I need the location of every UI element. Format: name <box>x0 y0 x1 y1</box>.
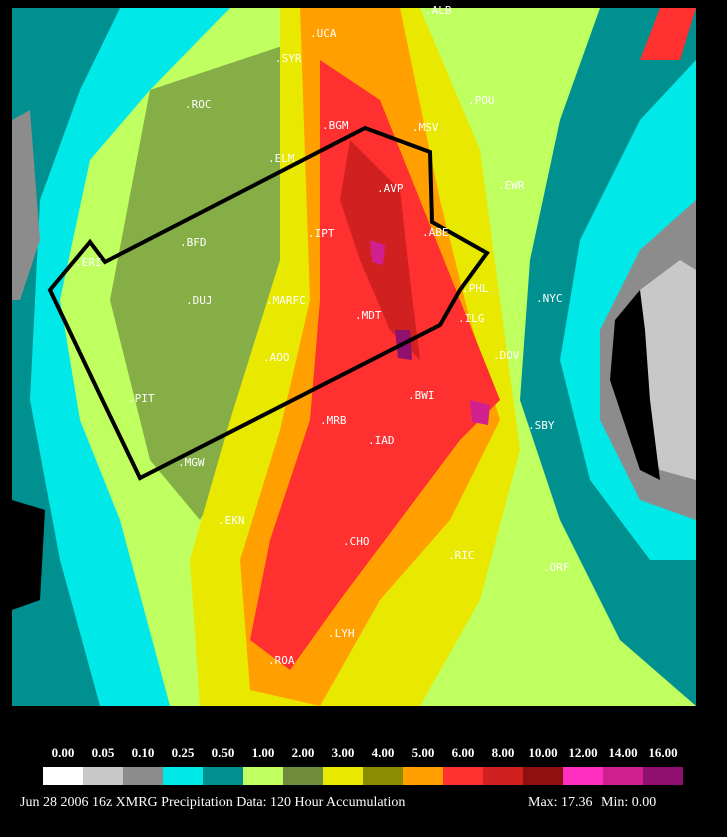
legend-swatch <box>123 767 163 785</box>
station-label: .ORF <box>543 561 570 574</box>
station-label: .ALB <box>425 4 452 17</box>
station-label: .ROC <box>185 98 212 111</box>
station-label: .AOO <box>263 351 290 364</box>
legend-swatch <box>203 767 243 785</box>
legend-swatch <box>563 767 603 785</box>
station-label: .PHL <box>462 282 489 295</box>
station-label: .CHO <box>343 535 370 548</box>
station-label: .LYH <box>328 627 355 640</box>
legend-swatch <box>403 767 443 785</box>
station-label: .MDT <box>355 309 382 322</box>
station-label: .MSV <box>412 121 439 134</box>
legend-swatch <box>243 767 283 785</box>
station-label: .ABE <box>422 226 449 239</box>
station-label: .DOV <box>493 349 520 362</box>
station-label: .IPT <box>308 227 335 240</box>
legend-swatch <box>643 767 683 785</box>
legend-label: 12.00 <box>568 745 597 760</box>
legend-label: 0.00 <box>52 745 75 760</box>
station-label: .MRB <box>320 414 347 427</box>
zone-magenta <box>370 240 385 265</box>
legend-swatch <box>523 767 563 785</box>
station-label: .IAD <box>368 434 395 447</box>
legend-label: 8.00 <box>492 745 515 760</box>
zone-magenta-2 <box>470 400 490 425</box>
legend-swatch <box>443 767 483 785</box>
zone-red <box>250 60 500 670</box>
legend-swatch <box>603 767 643 785</box>
station-label: .ILG <box>458 312 485 325</box>
legend-label: 5.00 <box>412 745 435 760</box>
legend-label: 0.25 <box>172 745 195 760</box>
station-label: .MGW <box>178 456 205 469</box>
legend-label: 2.00 <box>292 745 315 760</box>
legend-swatch <box>483 767 523 785</box>
station-label: .AVP <box>377 182 404 195</box>
station-label: .PIT <box>128 392 155 405</box>
zone-gray-west <box>12 110 40 300</box>
legend-swatch <box>283 767 323 785</box>
legend-swatch <box>323 767 363 785</box>
caption-max: Max: 17.36 <box>528 795 593 810</box>
station-label: .MARFC <box>266 294 306 307</box>
station-label: .BFD <box>180 236 207 249</box>
station-label: .ELM <box>268 152 295 165</box>
station-label: .RIC <box>448 549 475 562</box>
legend-label: 0.05 <box>92 745 115 760</box>
caption: Jun 28 2006 16z XMRG Precipitation Data:… <box>20 795 405 810</box>
station-label: .POU <box>468 94 495 107</box>
zone-cyan-west <box>12 8 230 706</box>
legend-label: 4.00 <box>372 745 395 760</box>
caption-min: Min: 0.00 <box>601 795 656 810</box>
legend-label: 0.10 <box>132 745 155 760</box>
zone-red-ne <box>640 8 696 60</box>
legend-swatch <box>83 767 123 785</box>
station-label: .UCA <box>310 27 337 40</box>
legend-label: 10.00 <box>528 745 557 760</box>
station-label: .ROA <box>268 654 295 667</box>
zone-black-east <box>610 290 660 480</box>
legend-swatch <box>363 767 403 785</box>
legend-label: 14.00 <box>608 745 637 760</box>
station-label: .BGM <box>322 119 349 132</box>
legend-label: 1.00 <box>252 745 275 760</box>
station-label: .ERI <box>75 256 102 269</box>
legend-label: 3.00 <box>332 745 355 760</box>
legend-swatch <box>43 767 83 785</box>
station-label: .BWI <box>408 389 435 402</box>
zone-black-west <box>12 500 45 610</box>
legend-label: 6.00 <box>452 745 475 760</box>
forecast-area-outline <box>47 125 490 481</box>
station-label: .EWR <box>498 179 525 192</box>
station-label: .DUJ <box>186 294 213 307</box>
legend-swatch <box>163 767 203 785</box>
station-label: .NYC <box>536 292 563 305</box>
legend-label: 16.00 <box>648 745 677 760</box>
station-label: .SYR <box>275 52 302 65</box>
station-label: .EKN <box>218 514 245 527</box>
legend-label: 0.50 <box>212 745 235 760</box>
station-label: .SBY <box>528 419 555 432</box>
